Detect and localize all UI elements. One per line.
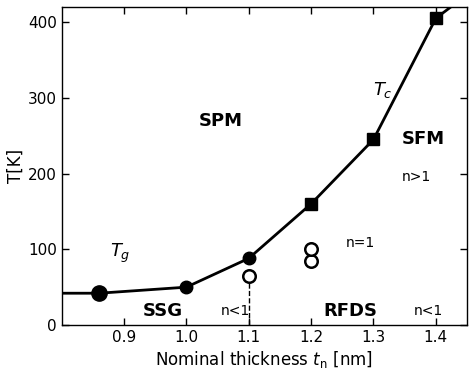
Text: n=1: n=1 [346, 236, 374, 250]
Y-axis label: T[K]: T[K] [7, 149, 25, 183]
Text: n>1: n>1 [401, 170, 431, 184]
Text: n<1: n<1 [221, 304, 250, 319]
Text: $\mathit{T}_g$: $\mathit{T}_g$ [110, 242, 131, 265]
Text: RFDS: RFDS [324, 302, 378, 320]
Text: n<1: n<1 [414, 304, 443, 319]
Text: SSG: SSG [143, 302, 183, 320]
Text: SFM: SFM [401, 130, 445, 149]
Text: $\mathit{T}_c$: $\mathit{T}_c$ [374, 80, 393, 100]
Text: SPM: SPM [199, 112, 243, 130]
X-axis label: Nominal thickness $t_{\rm n}$ [nm]: Nominal thickness $t_{\rm n}$ [nm] [155, 349, 373, 370]
